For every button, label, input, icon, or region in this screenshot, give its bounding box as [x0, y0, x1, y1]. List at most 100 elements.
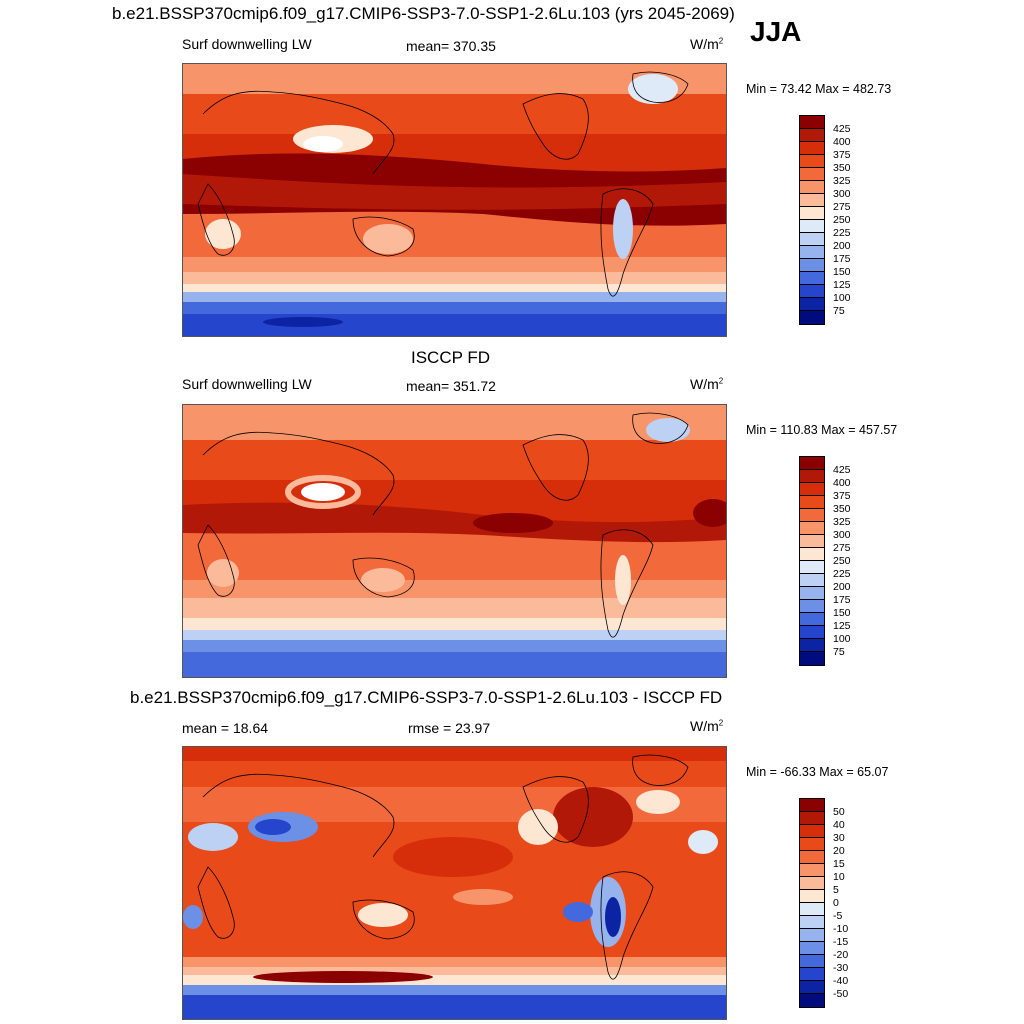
panel1-colorbar-tick: 275 — [833, 201, 851, 213]
panel2-colorbar-tick: 350 — [833, 503, 851, 515]
panel2-colorbar-seg — [800, 548, 824, 561]
panel3-colorbar-seg — [800, 981, 824, 994]
panel2-colorbar-seg — [800, 626, 824, 639]
panel1-colorbar-tick: 400 — [833, 136, 851, 148]
panel1-units: W/m2 — [690, 36, 724, 52]
panel3-colorbar — [799, 798, 825, 1008]
panel3-units: W/m2 — [690, 718, 724, 734]
panel3-colorbar-seg — [800, 838, 824, 851]
panel1-colorbar-seg — [800, 272, 824, 285]
panel2-colorbar-seg — [800, 470, 824, 483]
panel2-variable-label: Surf downwelling LW — [182, 376, 312, 392]
panel1-colorbar-seg — [800, 246, 824, 259]
panel2-colorbar-tick: 300 — [833, 529, 851, 541]
panel2-units: W/m2 — [690, 376, 724, 392]
panel1-colorbar-tick: 350 — [833, 162, 851, 174]
panel2-colorbar-tick: 175 — [833, 594, 851, 606]
panel1-colorbar-seg — [800, 220, 824, 233]
panel1-colorbar — [799, 115, 825, 325]
panel1-colorbar-seg — [800, 168, 824, 181]
panel3-map — [182, 746, 727, 1020]
panel1-colorbar-seg — [800, 259, 824, 272]
panel3-colorbar-tick: 0 — [833, 897, 839, 909]
panel3-colorbar-tick: -50 — [833, 988, 849, 1000]
panel3-colorbar-tick: 10 — [833, 871, 845, 883]
panel2-colorbar-seg — [800, 522, 824, 535]
panel2-colorbar-tick: 325 — [833, 516, 851, 528]
panel3-colorbar-tick: 5 — [833, 884, 839, 896]
panel1-variable-label: Surf downwelling LW — [182, 36, 312, 52]
panel3-colorbar-seg — [800, 929, 824, 942]
panel2-colorbar-tick: 400 — [833, 477, 851, 489]
panel1-colorbar-tick: 425 — [833, 123, 851, 135]
panel1-colorbar-seg — [800, 194, 824, 207]
panel3-colorbar-tick: -20 — [833, 949, 849, 961]
panel2-colorbar-tick: 100 — [833, 633, 851, 645]
panel2-colorbar-tick: 275 — [833, 542, 851, 554]
panel1-colorbar-tick: 325 — [833, 175, 851, 187]
panel3-colorbar-seg — [800, 812, 824, 825]
panel3-rmse-label: rmse = 23.97 — [408, 720, 491, 736]
panel2-colorbar-tick: 150 — [833, 607, 851, 619]
panel2-colorbar-seg — [800, 509, 824, 522]
panel3-colorbar-seg — [800, 903, 824, 916]
panel2-colorbar-tick: 375 — [833, 490, 851, 502]
panel2-colorbar-seg — [800, 613, 824, 626]
panel1-title: b.e21.BSSP370cmip6.f09_g17.CMIP6-SSP3-7.… — [112, 4, 735, 23]
panel2-minmax: Min = 110.83 Max = 457.57 — [746, 423, 898, 437]
panel1-colorbar-tick: 200 — [833, 240, 851, 252]
panel3-colorbar-tick: 30 — [833, 832, 845, 844]
panel3-colorbar-tick: -15 — [833, 936, 849, 948]
panel3-colorbar-seg — [800, 864, 824, 877]
panel2-colorbar-tick: 250 — [833, 555, 851, 567]
panel1-colorbar-seg — [800, 311, 824, 324]
panel2-colorbar-tick: 200 — [833, 581, 851, 593]
panel2-map — [182, 404, 727, 678]
panel3-colorbar-seg — [800, 994, 824, 1007]
panel1-map — [182, 63, 727, 337]
panel1-colorbar-seg — [800, 285, 824, 298]
panel1-colorbar-tick: 300 — [833, 188, 851, 200]
panel1-colorbar-seg — [800, 116, 824, 129]
panel3-colorbar-seg — [800, 851, 824, 864]
panel3-colorbar-tick: 50 — [833, 806, 845, 818]
panel2-colorbar-seg — [800, 496, 824, 509]
panel2-colorbar — [799, 456, 825, 666]
panel3-colorbar-tick: -5 — [833, 910, 843, 922]
panel3-colorbar-seg — [800, 955, 824, 968]
panel1-colorbar-seg — [800, 142, 824, 155]
panel1-mean-label: mean= 370.35 — [406, 38, 496, 54]
panel2-colorbar-tick: 75 — [833, 646, 845, 658]
panel3-title: b.e21.BSSP370cmip6.f09_g17.CMIP6-SSP3-7.… — [130, 688, 723, 707]
panel1-colorbar-seg — [800, 298, 824, 311]
panel2-colorbar-tick: 425 — [833, 464, 851, 476]
panel1-colorbar-tick: 250 — [833, 214, 851, 226]
season-label: JJA — [750, 16, 802, 47]
panel3-colorbar-seg — [800, 890, 824, 903]
panel2-mean-label: mean= 351.72 — [406, 378, 496, 394]
panel3-colorbar-seg — [800, 968, 824, 981]
panel1-colorbar-seg — [800, 207, 824, 220]
panel3-colorbar-seg — [800, 942, 824, 955]
panel1-colorbar-tick: 150 — [833, 266, 851, 278]
panel2-colorbar-seg — [800, 535, 824, 548]
panel1-minmax: Min = 73.42 Max = 482.73 — [746, 82, 892, 96]
panel2-title: ISCCP FD — [411, 348, 491, 367]
panel3-colorbar-seg — [800, 916, 824, 929]
panel2-colorbar-seg — [800, 483, 824, 496]
panel3-colorbar-tick: 15 — [833, 858, 845, 870]
panel1-colorbar-tick: 125 — [833, 279, 851, 291]
panel1-colorbar-tick: 75 — [833, 305, 845, 317]
panel2-colorbar-seg — [800, 652, 824, 665]
panel2-colorbar-seg — [800, 574, 824, 587]
panel1-colorbar-tick: 375 — [833, 149, 851, 161]
panel2-colorbar-tick: 125 — [833, 620, 851, 632]
panel2-colorbar-seg — [800, 587, 824, 600]
panel1-colorbar-tick: 225 — [833, 227, 851, 239]
panel3-colorbar-seg — [800, 877, 824, 890]
panel2-colorbar-seg — [800, 600, 824, 613]
panel2-colorbar-seg — [800, 639, 824, 652]
panel3-colorbar-tick: -40 — [833, 975, 849, 987]
panel3-colorbar-tick: -30 — [833, 962, 849, 974]
panel3-colorbar-tick: -10 — [833, 923, 849, 935]
